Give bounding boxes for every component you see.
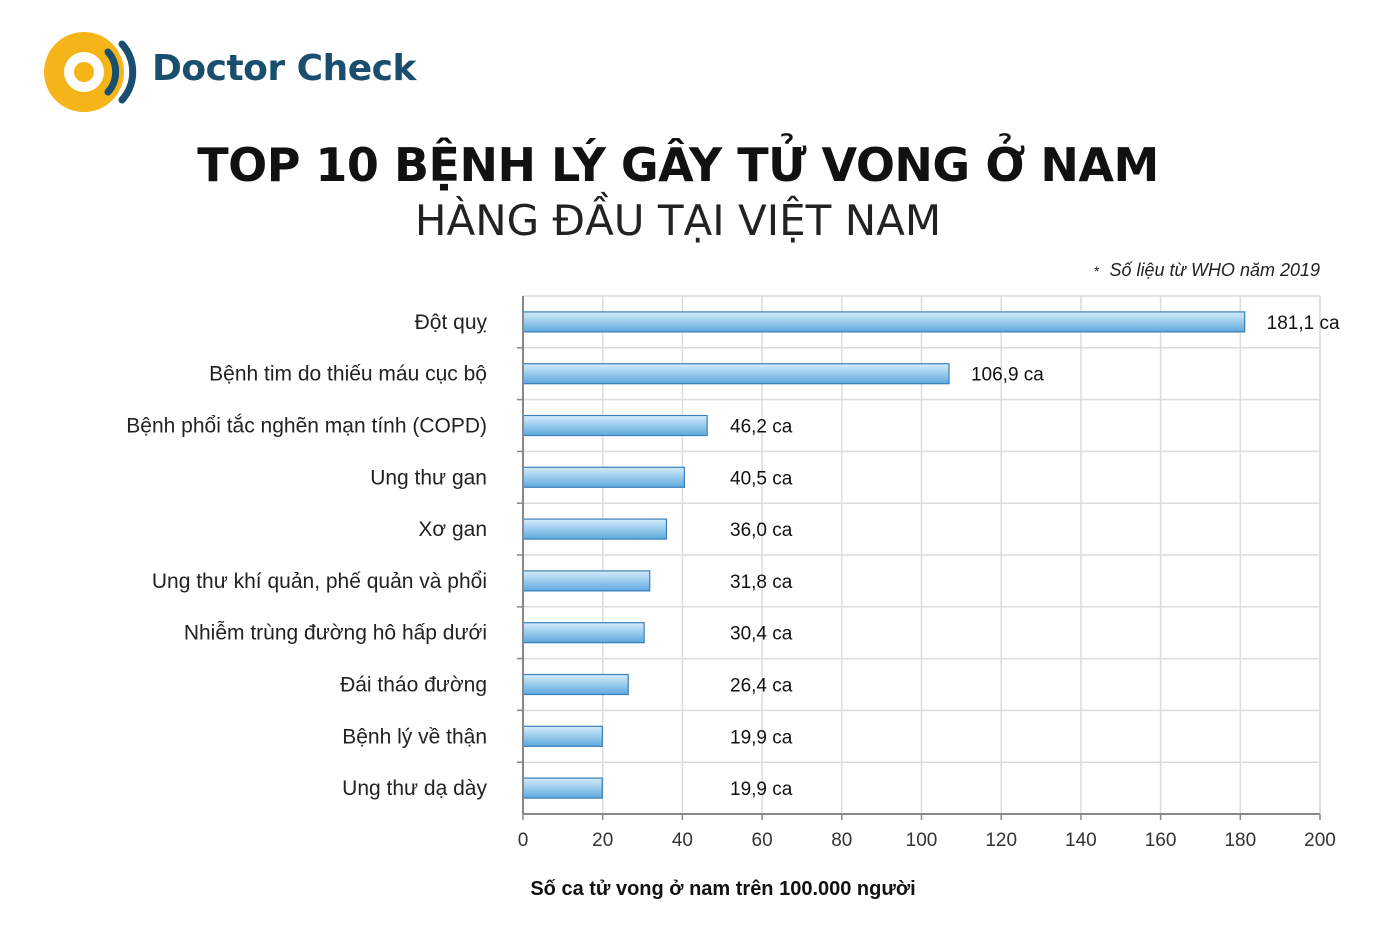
labels: 0 20 40 60 80 100 120 140 160 180 200 Đột quỵ 181,1 …: [126, 311, 1340, 851]
x-tick-label: 40: [672, 830, 693, 851]
x-tick-label: 140: [1065, 830, 1097, 851]
doctor-check-logo-icon: [44, 32, 137, 112]
x-tick-label: 80: [831, 830, 852, 851]
bar: [522, 673, 629, 696]
category-label: Ung thư dạ dày: [342, 777, 487, 800]
axes: [517, 296, 1321, 820]
data-label: 40,5 ca: [730, 468, 793, 489]
page-title: TOP 10 BỆNH LÝ GÂY TỬ VONG Ở NAM: [197, 138, 1159, 192]
brand-name: Doctor Check: [152, 48, 416, 89]
category-label: Bệnh lý về thận: [342, 725, 487, 748]
data-label: 30,4 ca: [730, 624, 793, 645]
category-label: Ung thư gan: [370, 466, 487, 489]
source-note-text: Số liệu từ WHO năm 2019: [1109, 260, 1321, 280]
bar: [522, 777, 603, 799]
data-label: 19,9 ca: [730, 779, 793, 800]
note-star: *: [1094, 263, 1100, 279]
data-label: 31,8 ca: [730, 572, 793, 593]
bar: [522, 622, 645, 644]
bar: [522, 725, 603, 747]
x-tick-label: 100: [906, 830, 938, 851]
grid-lines: [523, 295, 1321, 814]
page-subtitle: HÀNG ĐẦU TẠI VIỆT NAM: [414, 196, 942, 245]
bar: [522, 570, 651, 592]
source-note: * Số liệu từ WHO năm 2019: [1094, 260, 1320, 281]
x-tick-label: 20: [592, 830, 613, 851]
category-label: Bệnh phổi tắc nghẽn mạn tính (COPD): [126, 415, 487, 438]
x-tick-label: 160: [1145, 830, 1177, 851]
x-tick-label: 200: [1304, 830, 1336, 851]
category-label: Đái tháo đường: [340, 674, 487, 697]
category-label: Nhiễm trùng đường hô hấp dưới: [184, 622, 487, 645]
bar: [522, 311, 1246, 333]
bar: [522, 414, 708, 437]
data-label: 46,2 ca: [730, 417, 793, 438]
x-tick-label: 180: [1224, 830, 1256, 851]
x-tick-label: 60: [752, 830, 773, 851]
bar: [522, 466, 685, 488]
data-label: 26,4 ca: [730, 676, 793, 697]
category-label: Bệnh tim do thiếu máu cục bộ: [209, 363, 487, 386]
category-label: Xơ gan: [418, 518, 487, 541]
data-label: 19,9 ca: [730, 727, 793, 748]
bar: [522, 518, 668, 540]
data-label: 106,9 ca: [971, 365, 1044, 386]
x-tick-label: 120: [985, 830, 1017, 851]
category-label: Đột quỵ: [415, 311, 488, 334]
x-tick-label: 0: [518, 830, 529, 851]
bar: [522, 363, 950, 385]
x-axis-label: Số ca tử vong ở nam trên 100.000 người: [530, 878, 916, 900]
data-label: 36,0 ca: [730, 520, 793, 541]
data-label: 181,1 ca: [1267, 313, 1340, 334]
category-label: Ung thư khí quản, phế quản và phổi: [152, 570, 487, 593]
